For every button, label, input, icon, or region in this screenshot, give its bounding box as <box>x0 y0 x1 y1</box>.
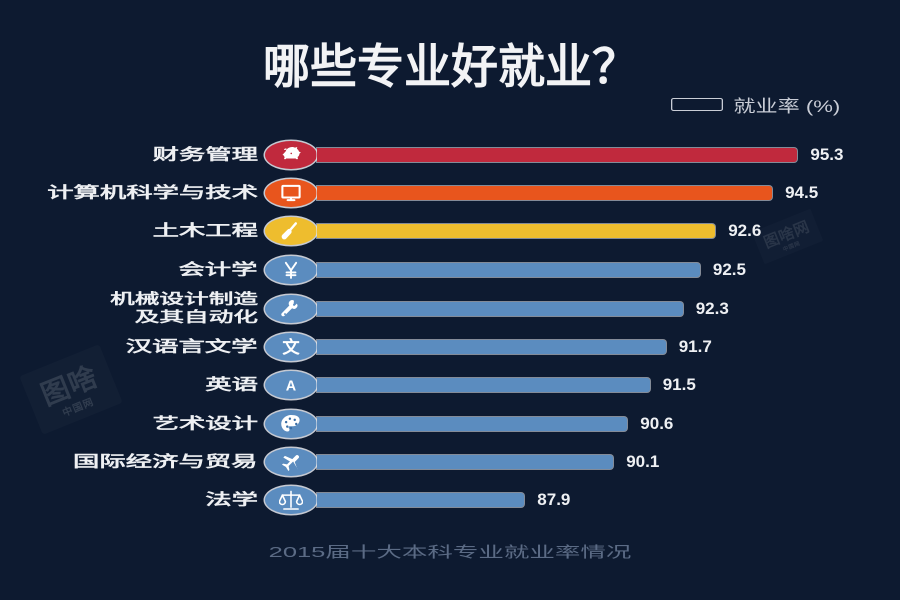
svg-text:文: 文 <box>282 337 300 357</box>
svg-text:A: A <box>286 379 297 395</box>
